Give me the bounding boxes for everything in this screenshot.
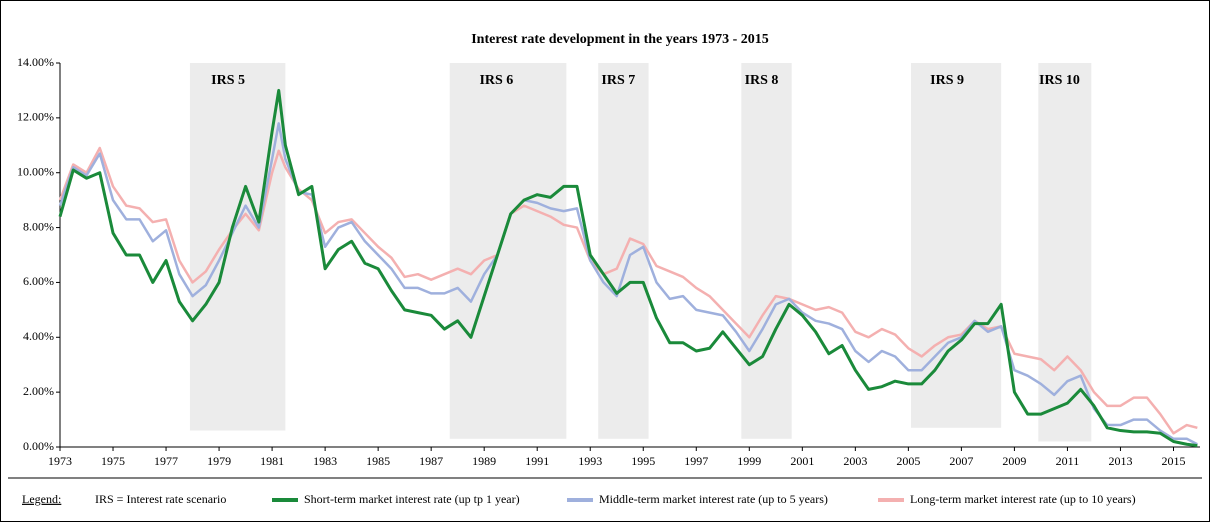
series-line (58, 88, 1198, 448)
scenario-band (189, 63, 286, 431)
x-tick-label: 1993 (578, 454, 602, 468)
x-tick-label: 2007 (949, 454, 973, 468)
y-tick-label: 12.00% (17, 110, 54, 124)
scenario-band (911, 63, 1002, 428)
x-tick-label: 2013 (1108, 454, 1132, 468)
scenario-band (449, 63, 567, 439)
x-tick-label: 2003 (843, 454, 867, 468)
x-tick-label: 1987 (419, 454, 443, 468)
scenario-label: IRS 9 (930, 73, 964, 88)
scenario-label: IRS 8 (745, 73, 779, 88)
x-tick-label: 2005 (896, 454, 920, 468)
x-tick-label: 1973 (48, 454, 72, 468)
scenario-band (741, 63, 792, 439)
y-tick-label: 4.00% (23, 329, 54, 343)
x-tick-label: 2001 (790, 454, 814, 468)
y-tick-label: 14.00% (17, 55, 54, 69)
chart-title: Interest rate development in the years 1… (471, 32, 769, 47)
x-tick-label: 2009 (1002, 454, 1026, 468)
x-tick-label: 1985 (366, 454, 390, 468)
x-tick-label: 1989 (472, 454, 496, 468)
legend-label: Long-term market interest rate (up to 10… (910, 492, 1136, 506)
x-tick-label: 1995 (631, 454, 655, 468)
y-tick-label: 0.00% (23, 439, 54, 453)
y-tick-label: 8.00% (23, 219, 54, 233)
x-tick-label: 2015 (1161, 454, 1185, 468)
x-tick-label: 1977 (154, 454, 178, 468)
legend-note: IRS = Interest rate scenario (95, 492, 226, 506)
y-tick-label: 6.00% (23, 274, 54, 288)
x-tick-label: 1997 (684, 454, 708, 468)
y-tick-label: 2.00% (23, 384, 54, 398)
x-tick-label: 1975 (101, 454, 125, 468)
scenario-label: IRS 7 (601, 73, 635, 88)
x-tick-label: 1983 (313, 454, 337, 468)
x-tick-label: 1979 (207, 454, 231, 468)
legend-title: Legend: (22, 492, 61, 506)
y-tick-label: 10.00% (17, 164, 54, 178)
x-tick-label: 1991 (525, 454, 549, 468)
scenario-label: IRS 10 (1039, 73, 1080, 88)
legend-label: Middle-term market interest rate (up to … (599, 492, 828, 506)
scenario-label: IRS 6 (479, 73, 513, 88)
x-tick-label: 1999 (737, 454, 761, 468)
x-tick-label: 2011 (1056, 454, 1080, 468)
legend-label: Short-term market interest rate (up tp 1… (304, 492, 520, 506)
x-tick-label: 1981 (260, 454, 284, 468)
scenario-label: IRS 5 (211, 73, 245, 88)
